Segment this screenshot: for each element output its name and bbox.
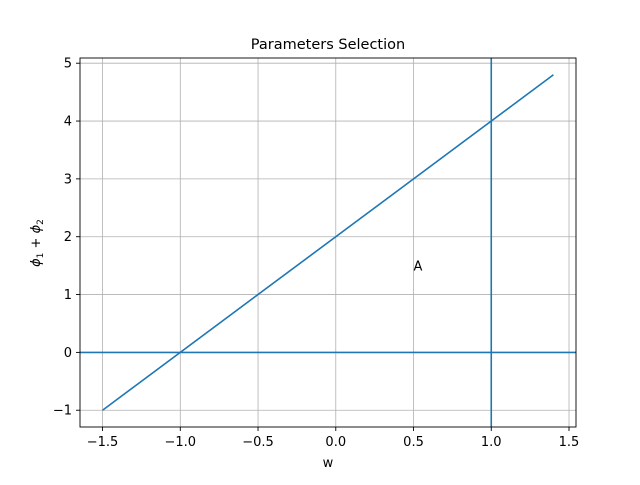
lines-layer — [80, 58, 576, 427]
y-axis-label-sub2: 2 — [36, 219, 46, 225]
y-tick-label-4: 3 — [64, 172, 72, 187]
x-tick-label-1: −1.0 — [164, 435, 196, 450]
series-line-0 — [102, 74, 554, 411]
y-axis-label: ϕ1 + ϕ2 — [29, 219, 46, 267]
annotation-layer: A — [414, 260, 423, 275]
y-tick-label-3: 2 — [64, 230, 72, 245]
x-tick-label-3: 0.0 — [325, 435, 346, 450]
y-axis-label-sub1: 1 — [36, 253, 46, 259]
axes-layer — [79, 57, 577, 428]
chart-title: Parameters Selection — [251, 37, 405, 53]
y-tick-label-1: 0 — [64, 346, 72, 361]
y-tick-label-6: 5 — [64, 57, 72, 72]
annotation-label-0: A — [414, 260, 423, 275]
x-tick-label-5: 1.0 — [481, 435, 502, 450]
y-tick-label-0: −1 — [53, 404, 72, 419]
y-axis-label-base-2: ϕ — [29, 224, 44, 233]
x-axis-label: w — [323, 456, 334, 471]
y-tick-label-5: 4 — [64, 115, 72, 130]
ticks-layer: −1.5 −1.0 −0.5 0.0 0.5 1.0 1.5 −1 0 1 2 3 4 5 — [53, 57, 580, 450]
x-tick-label-4: 0.5 — [403, 435, 424, 450]
x-tick-label-6: 1.5 — [559, 435, 580, 450]
x-tick-label-2: −0.5 — [242, 435, 274, 450]
x-tick-label-0: −1.5 — [87, 435, 119, 450]
y-axis-label-plus: + — [29, 233, 44, 252]
y-axis-label-base: ϕ — [29, 258, 44, 267]
axes-frame — [79, 57, 577, 428]
y-tick-label-2: 1 — [64, 288, 72, 303]
